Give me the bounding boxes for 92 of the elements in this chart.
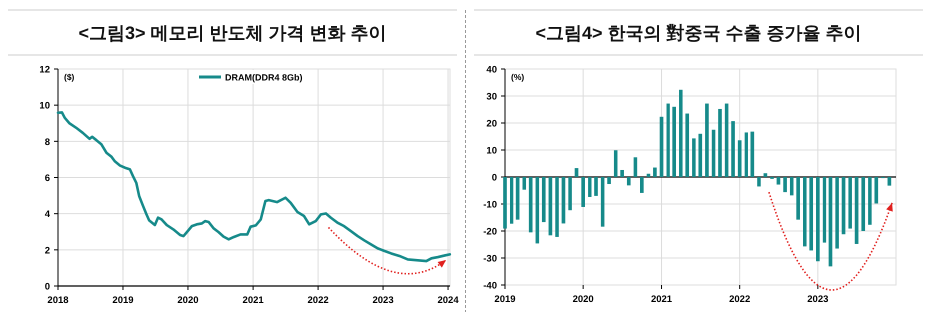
bar [731,121,735,177]
bar [646,174,650,177]
bar [568,177,572,210]
bar [634,157,638,177]
x-tick-label: 2018 [47,295,69,306]
x-tick-label: 2020 [177,295,199,306]
bar [712,130,716,177]
bar [679,90,683,177]
bar [698,134,702,177]
x-tick-label: 2019 [112,295,134,306]
bar [724,104,728,177]
bar [542,177,546,222]
bar [874,177,878,204]
bar [835,177,839,249]
bar [660,116,664,177]
legend-label: DRAM(DDR4 8Gb) [225,72,302,82]
bar [705,104,709,177]
bar [614,150,618,177]
y-tick-label: -40 [483,280,497,292]
bar [842,177,846,234]
bar [744,132,748,177]
y-tick-label: 10 [486,146,497,156]
x-tick-label: 2022 [308,295,329,306]
bar [685,114,690,177]
bar [888,177,892,186]
x-tick-label: 2021 [242,295,264,306]
y-tick-label: 4 [44,209,51,220]
x-tick-label: 2024 [437,295,460,306]
chart-title: <그림3> 메모리 반도체 가격 변화 추이 [78,23,387,43]
bar [620,170,624,177]
y-tick-label: 6 [44,173,50,184]
y-tick-label: 0 [44,282,50,292]
bar [803,177,807,246]
bar [522,177,526,190]
bar [816,177,820,262]
x-tick-label: 2022 [729,294,750,305]
bar [828,177,832,266]
bar [672,106,676,177]
chart-title: <그림4> 한국의 對중국 수출 증가율 추이 [535,23,862,43]
y-tick-label: -20 [483,226,497,238]
x-tick-label: 2021 [650,294,673,305]
y-axis-title: ($) [64,72,75,82]
bar [764,173,768,177]
y-tick-label: 8 [44,136,50,148]
bar [738,140,742,177]
bar [783,177,787,192]
bar [536,177,540,244]
bar [574,168,578,177]
y-tick-label: -30 [483,254,497,264]
y-tick-label: 40 [486,64,497,76]
bar [861,177,866,231]
bar [822,177,826,243]
bar [653,168,657,177]
bar [600,177,604,227]
y-tick-label: 20 [486,118,497,130]
bar [848,177,852,229]
y-tick-label: 12 [39,64,50,76]
bar [666,104,670,177]
x-tick-label: 2023 [807,294,828,305]
bar [640,177,644,193]
bar [528,177,533,232]
bar [510,177,514,224]
bar [868,177,872,225]
bar [581,177,585,207]
y-tick-label: 2 [44,245,50,256]
x-tick-label: 2019 [494,294,516,305]
bar [626,177,631,186]
x-tick-label: 2020 [572,294,594,305]
line-series [56,111,452,262]
y-tick-label: -10 [483,200,497,210]
y-axis-title: (%) [511,72,524,82]
bar [796,177,800,220]
bar [555,177,559,237]
bar [548,177,552,236]
bar [757,177,761,186]
bar [776,177,780,185]
bar [588,177,592,197]
bar [503,177,507,229]
bar [809,177,814,250]
bar [750,132,754,177]
bar [692,138,696,177]
y-tick-label: 0 [492,172,497,184]
x-tick-label: 2023 [372,295,394,306]
bar [607,177,611,184]
bar [854,177,858,244]
bar [562,177,566,224]
y-tick-label: 30 [486,92,497,102]
bar [718,108,722,177]
bar [594,177,598,196]
bar [516,177,520,220]
bar [790,177,794,196]
y-tick-label: 10 [39,100,50,112]
